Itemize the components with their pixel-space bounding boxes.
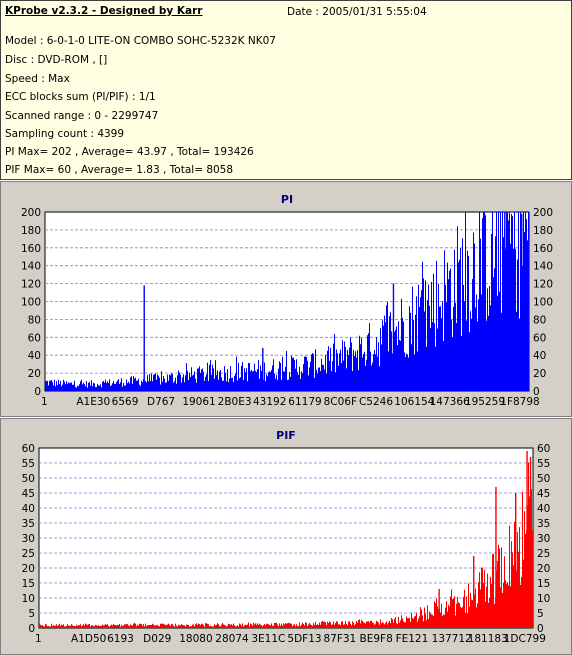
x-tick-label: 1 <box>35 633 42 645</box>
y-tick-label-right: 15 <box>537 578 550 590</box>
x-tick-label: 106154 <box>394 396 434 408</box>
y-tick-label-right: 40 <box>537 503 550 515</box>
info-range: Scanned range : 0 - 2299747 <box>5 110 159 122</box>
info-disc: Disc : DVD-ROM , [] <box>5 54 108 66</box>
x-tick-label: C5246 <box>359 396 393 408</box>
y-tick-label-left: 120 <box>21 279 41 291</box>
x-tick-label: 19061 <box>182 396 215 408</box>
x-tick-label: 87F31 <box>323 633 356 645</box>
y-tick-label-right: 100 <box>533 297 553 309</box>
pi-chart-panel: PI 0 0 20 20 40 40 60 60 80 80 100 100 120 120 140 140 16… <box>0 181 572 417</box>
y-tick-label-left: 20 <box>28 368 41 380</box>
y-tick-label-right: 140 <box>533 261 553 273</box>
y-tick-label-left: 160 <box>21 243 41 255</box>
y-tick-label-left: 35 <box>22 518 35 530</box>
x-tick-label: 6569 <box>112 396 139 408</box>
y-tick-label-right: 25 <box>537 548 550 560</box>
y-tick-label-right: 180 <box>533 225 553 237</box>
y-tick-label-left: 40 <box>28 350 41 362</box>
y-tick-label-right: 35 <box>537 518 550 530</box>
y-tick-label-right: 10 <box>537 593 550 605</box>
x-tick-label: 5DF13 <box>287 633 321 645</box>
y-tick-label-left: 200 <box>21 207 41 219</box>
y-tick-label-right: 160 <box>533 243 553 255</box>
x-tick-label: A1E30 <box>76 396 110 408</box>
y-tick-label-right: 20 <box>533 368 546 380</box>
info-sampling: Sampling count : 4399 <box>5 128 125 140</box>
info-pi-stats: PI Max= 202 , Average= 43.97 , Total= 19… <box>5 146 254 158</box>
y-tick-label-left: 40 <box>22 503 35 515</box>
y-tick-label-left: 80 <box>28 314 41 326</box>
y-tick-label-right: 80 <box>533 314 546 326</box>
x-tick-label: 1 <box>41 396 48 408</box>
y-tick-label-left: 50 <box>22 473 35 485</box>
y-tick-label-left: 100 <box>21 297 41 309</box>
bar-series <box>39 462 533 628</box>
info-model: Model : 6-0-1-0 LITE-ON COMBO SOHC-5232K… <box>5 35 276 47</box>
y-tick-label-right: 200 <box>533 207 553 219</box>
chart-title: PI <box>281 193 293 206</box>
x-tick-label: 43192 <box>253 396 286 408</box>
y-tick-label-left: 55 <box>22 458 35 470</box>
y-tick-label-right: 60 <box>533 332 546 344</box>
y-tick-label-right: 20 <box>537 563 550 575</box>
y-tick-label-left: 140 <box>21 261 41 273</box>
info-pif-stats: PIF Max= 60 , Average= 1.83 , Total= 805… <box>5 164 234 176</box>
x-tick-label: 137712 <box>432 633 472 645</box>
y-tick-label-right: 120 <box>533 279 553 291</box>
y-tick-label-left: 60 <box>28 332 41 344</box>
x-tick-label: 8C06F <box>324 396 357 408</box>
y-tick-label-left: 20 <box>22 563 35 575</box>
info-speed: Speed : Max <box>5 73 70 85</box>
app-title: KProbe v2.3.2 - Designed by Karr <box>5 5 203 17</box>
x-tick-label: 28074 <box>215 633 249 645</box>
info-ecc: ECC blocks sum (PI/PIF) : 1/1 <box>5 91 156 103</box>
x-tick-label: A1D50 <box>71 633 106 645</box>
y-tick-label-right: 0 <box>533 386 540 398</box>
y-tick-label-left: 30 <box>22 533 35 545</box>
x-tick-label: 2B0E3 <box>218 396 252 408</box>
x-tick-label: 195259 <box>465 396 505 408</box>
info-panel: KProbe v2.3.2 - Designed by Karr Date : … <box>0 0 572 180</box>
y-tick-label-left: 15 <box>22 578 35 590</box>
pif-chart-panel: PIF 0 0 5 5 10 10 15 15 20 20 25 25 30 30 35 35 40 40 45 45 5… <box>0 418 572 655</box>
x-tick-label: 147366 <box>430 396 470 408</box>
y-tick-label-right: 30 <box>537 533 550 545</box>
y-tick-label-left: 25 <box>22 548 35 560</box>
y-tick-label-left: 10 <box>22 593 35 605</box>
y-tick-label-right: 45 <box>537 488 550 500</box>
y-tick-label-right: 55 <box>537 458 550 470</box>
x-tick-label: 61179 <box>288 396 321 408</box>
y-tick-label-right: 50 <box>537 473 550 485</box>
y-tick-label-right: 0 <box>537 623 544 635</box>
x-tick-label: BE9F8 <box>360 633 393 645</box>
x-tick-label: 1F8798 <box>500 396 539 408</box>
y-tick-label-left: 0 <box>34 386 41 398</box>
x-tick-label: 181183 <box>468 633 508 645</box>
x-tick-label: D767 <box>147 396 175 408</box>
chart-title: PIF <box>276 429 296 442</box>
y-tick-label-right: 40 <box>533 350 546 362</box>
scan-date: Date : 2005/01/31 5:55:04 <box>287 6 427 18</box>
bar-series <box>45 212 529 391</box>
y-tick-label-left: 180 <box>21 225 41 237</box>
x-tick-label: FE121 <box>396 633 429 645</box>
x-tick-label: 6193 <box>107 633 134 645</box>
y-tick-label-left: 60 <box>22 443 35 455</box>
x-tick-label: D029 <box>143 633 171 645</box>
y-tick-label-right: 5 <box>537 608 544 620</box>
y-tick-label-left: 45 <box>22 488 35 500</box>
x-tick-label: 1DC799 <box>504 633 546 645</box>
x-tick-label: 18080 <box>179 633 212 645</box>
y-tick-label-right: 60 <box>537 443 550 455</box>
y-tick-label-left: 5 <box>28 608 35 620</box>
x-tick-label: 3E11C <box>251 633 285 645</box>
y-tick-label-left: 0 <box>28 623 35 635</box>
